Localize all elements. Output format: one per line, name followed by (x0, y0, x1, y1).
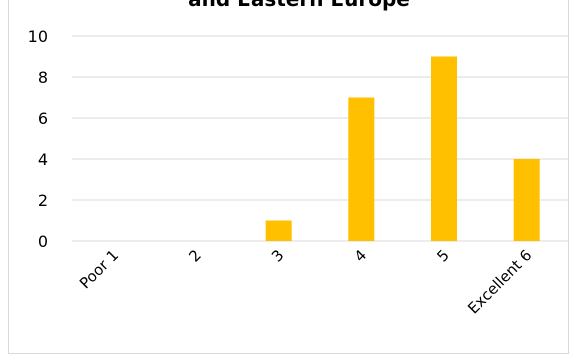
x-tick-label: Excellent 6 (464, 246, 535, 317)
y-tick-label: 10 (28, 27, 48, 46)
gridlines (72, 35, 568, 242)
y-tick-label: 4 (38, 150, 48, 169)
chart-title: and Eastern Europe (188, 0, 410, 11)
x-axis-ticks: Poor 1 2 3 4 5 Excellent 6 (76, 246, 536, 317)
chart-frame (8, 0, 569, 354)
y-tick-label: 8 (38, 68, 48, 87)
x-tick-label: 5 (433, 246, 452, 265)
bar-4 (348, 97, 375, 241)
bar-6 (513, 159, 540, 241)
y-tick-label: 0 (38, 232, 48, 251)
bar-5 (431, 56, 457, 241)
x-tick-label: Poor 1 (76, 246, 122, 292)
bars (265, 56, 540, 241)
x-tick-label: 3 (268, 246, 287, 265)
bar-3 (265, 220, 292, 241)
y-tick-label: 2 (38, 191, 48, 210)
y-tick-label: 6 (38, 109, 48, 128)
x-tick-label: 4 (351, 246, 370, 265)
y-axis-ticks: 0 2 4 6 8 10 (28, 27, 48, 251)
x-tick-label: 2 (185, 246, 204, 265)
